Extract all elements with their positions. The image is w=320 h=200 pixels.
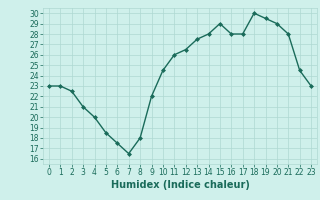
X-axis label: Humidex (Indice chaleur): Humidex (Indice chaleur) bbox=[111, 180, 249, 190]
